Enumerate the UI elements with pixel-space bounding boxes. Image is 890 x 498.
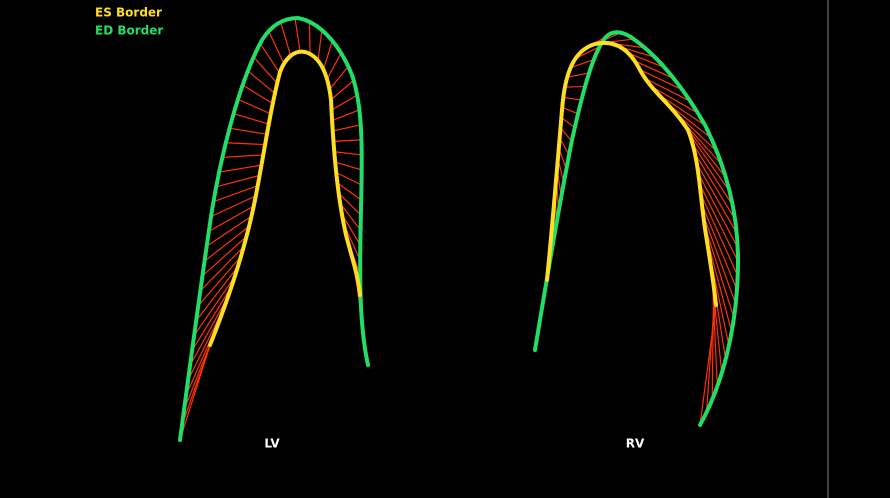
displacement-line [694, 153, 736, 220]
displacement-line [634, 60, 675, 80]
displacement-line [334, 161, 362, 171]
displacement-line [189, 295, 229, 366]
displacement-line [701, 203, 738, 290]
displacement-line [639, 69, 683, 91]
displacement-line [280, 21, 292, 56]
displacement-line [705, 294, 716, 413]
rv-es-border [545, 40, 718, 307]
displacement-line [253, 56, 278, 84]
displacement-line [322, 40, 333, 70]
displacement-line [628, 52, 666, 69]
lv-es-border [208, 49, 362, 347]
legend-ed: ED Border [95, 24, 163, 38]
displacement-line [308, 21, 311, 55]
displacement-line [208, 205, 255, 232]
displacement-line [326, 52, 342, 80]
displacement-line [702, 213, 737, 305]
displacement-line [333, 139, 362, 142]
view-label: RV [626, 437, 645, 451]
displacement-line [335, 171, 362, 186]
displacement-line [699, 304, 717, 426]
displacement-line [213, 185, 258, 203]
displacement-line [561, 117, 576, 129]
displacement-line [692, 143, 734, 206]
displacement-line [334, 151, 362, 156]
displacement-line [294, 18, 301, 52]
displacement-line [233, 113, 269, 125]
displacement-line [317, 30, 323, 61]
displacement-line [651, 85, 699, 114]
displacement-line [181, 335, 215, 426]
displacement-line [229, 127, 268, 135]
displacement-line [697, 173, 739, 248]
displacement-line [703, 224, 735, 319]
displacement-line [201, 236, 247, 277]
displacement-line [696, 163, 738, 234]
displacement-line [657, 93, 706, 126]
displacement-line [204, 225, 250, 262]
displacement-line [331, 94, 358, 111]
displacement-line [197, 256, 242, 307]
displacement-line [339, 203, 362, 231]
displacement-line [563, 96, 582, 101]
displacement-line [237, 98, 271, 115]
displacement-line [210, 195, 257, 218]
displacement-line [337, 182, 362, 201]
displacement-line [328, 65, 349, 90]
legend-es: ES Border [95, 6, 162, 20]
displacement-line [222, 154, 264, 159]
displacement-line [560, 127, 573, 142]
displacement-line [711, 284, 715, 400]
displacement-line [195, 266, 239, 322]
displacement-line [225, 142, 266, 146]
displacement-line [338, 192, 362, 216]
displacement-line [332, 124, 361, 132]
view-label: LV [264, 437, 280, 451]
displacement-line [219, 164, 262, 173]
displacement-line [570, 59, 595, 69]
displacement-line [561, 106, 579, 115]
displacement-line [193, 276, 236, 336]
displacement-line [259, 43, 281, 74]
displacement-line [268, 30, 285, 64]
displacement-line [689, 133, 731, 192]
displacement-line [341, 213, 361, 246]
displacement-line [644, 77, 691, 102]
displacement-line [331, 109, 360, 122]
displacement-line [216, 174, 260, 188]
displacement-line [567, 72, 590, 78]
displacement-line [700, 193, 739, 276]
displacement-line [247, 70, 276, 94]
displacement-line [206, 215, 252, 247]
displacement-line [699, 183, 739, 262]
lv-ed-border [178, 16, 370, 442]
displacement-line [575, 46, 600, 60]
displacement-line [564, 85, 586, 88]
displacement-line [242, 84, 274, 105]
rv-ed-border [533, 30, 740, 427]
displacement-line [199, 246, 245, 292]
displacement-line [191, 286, 233, 351]
displacement-line [330, 79, 355, 101]
